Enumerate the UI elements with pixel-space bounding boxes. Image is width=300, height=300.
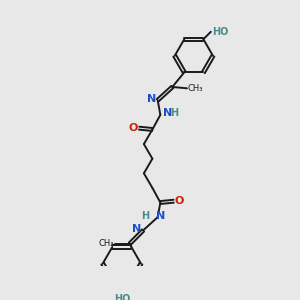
Text: HO: HO (114, 294, 130, 300)
Text: N: N (156, 211, 165, 220)
Text: H: H (170, 108, 178, 118)
Text: O: O (175, 196, 184, 206)
Text: HO: HO (212, 27, 228, 37)
Text: N: N (163, 108, 172, 118)
Text: O: O (128, 123, 138, 133)
Text: CH₃: CH₃ (99, 239, 114, 248)
Text: N: N (132, 224, 142, 234)
Text: N: N (147, 94, 156, 104)
Text: H: H (142, 211, 150, 220)
Text: CH₃: CH₃ (188, 84, 203, 93)
